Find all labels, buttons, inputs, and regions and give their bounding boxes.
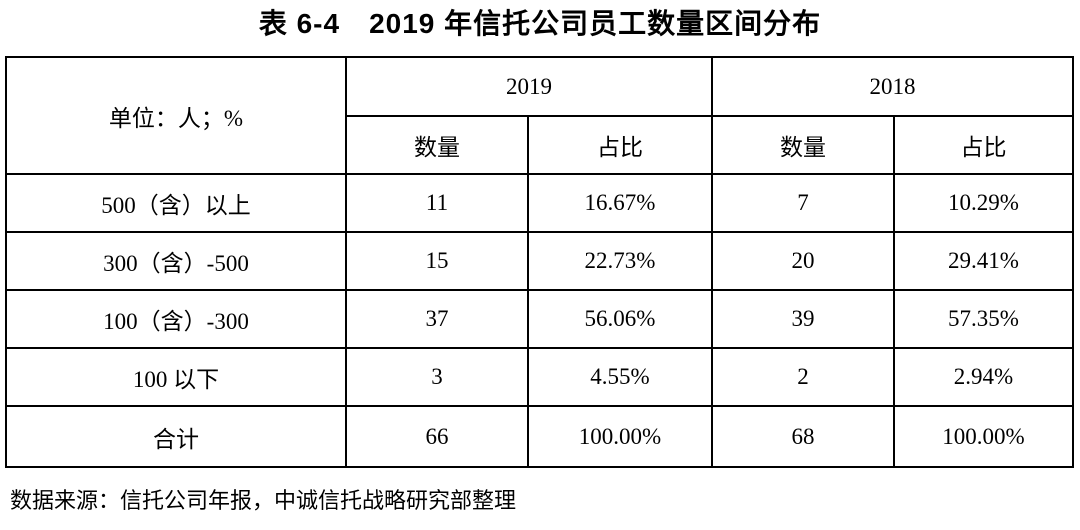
count-2019-cell: 37 (345, 289, 529, 349)
share-2018-cell: 10.29% (893, 173, 1074, 233)
header-row-years: 单位：人；% 2019 2018 (5, 56, 1074, 175)
count-2018-cell: 2 (711, 347, 895, 407)
share-2018-cell: 100.00% (893, 405, 1074, 468)
category-cell: 100（含）-300 (5, 289, 347, 349)
count-2018-cell: 7 (711, 173, 895, 233)
share-2018-cell: 29.41% (893, 231, 1074, 291)
share-2019-cell: 22.73% (527, 231, 713, 291)
table-row-total: 合计 66 100.00% 68 100.00% (5, 405, 1074, 468)
share-2019-cell: 100.00% (527, 405, 713, 468)
category-cell: 300（含）-500 (5, 231, 347, 291)
table-row: 300（含）-500 15 22.73% 20 29.41% (5, 231, 1074, 291)
category-cell: 100 以下 (5, 347, 347, 407)
category-cell: 合计 (5, 405, 347, 468)
source-note: 数据来源：信托公司年报，中诚信托战略研究部整理 (10, 488, 517, 513)
year-2018-header-cell: 2018 (711, 56, 1074, 117)
count-2018-cell: 68 (711, 405, 895, 468)
unit-header-cell: 单位：人；% (5, 56, 347, 175)
share-2019-cell: 56.06% (527, 289, 713, 349)
count-2018-cell: 20 (711, 231, 895, 291)
share-2019-cell: 4.55% (527, 347, 713, 407)
count-2019-header-cell: 数量 (345, 115, 529, 175)
table-row: 100（含）-300 37 56.06% 39 57.35% (5, 289, 1074, 349)
share-2019-header-cell: 占比 (527, 115, 713, 175)
table-row: 100 以下 3 4.55% 2 2.94% (5, 347, 1074, 407)
employee-distribution-table: 单位：人；% 2019 2018 数量 占比 数量 占比 500（含）以上 11… (5, 56, 1074, 468)
year-2019-header-cell: 2019 (345, 56, 713, 117)
count-2018-cell: 39 (711, 289, 895, 349)
count-2019-cell: 66 (345, 405, 529, 468)
header-row-subcolumns: 数量 占比 数量 占比 (6, 115, 1074, 175)
count-2019-cell: 15 (345, 231, 529, 291)
share-2018-header-cell: 占比 (893, 115, 1074, 175)
count-2019-cell: 3 (345, 347, 529, 407)
share-2019-cell: 16.67% (527, 173, 713, 233)
table-row: 500（含）以上 11 16.67% 7 10.29% (5, 173, 1074, 233)
share-2018-cell: 2.94% (893, 347, 1074, 407)
table-title: 表 6-4 2019 年信托公司员工数量区间分布 (258, 8, 822, 39)
count-2019-cell: 11 (345, 173, 529, 233)
count-2018-header-cell: 数量 (711, 115, 895, 175)
share-2018-cell: 57.35% (893, 289, 1074, 349)
category-cell: 500（含）以上 (5, 173, 347, 233)
